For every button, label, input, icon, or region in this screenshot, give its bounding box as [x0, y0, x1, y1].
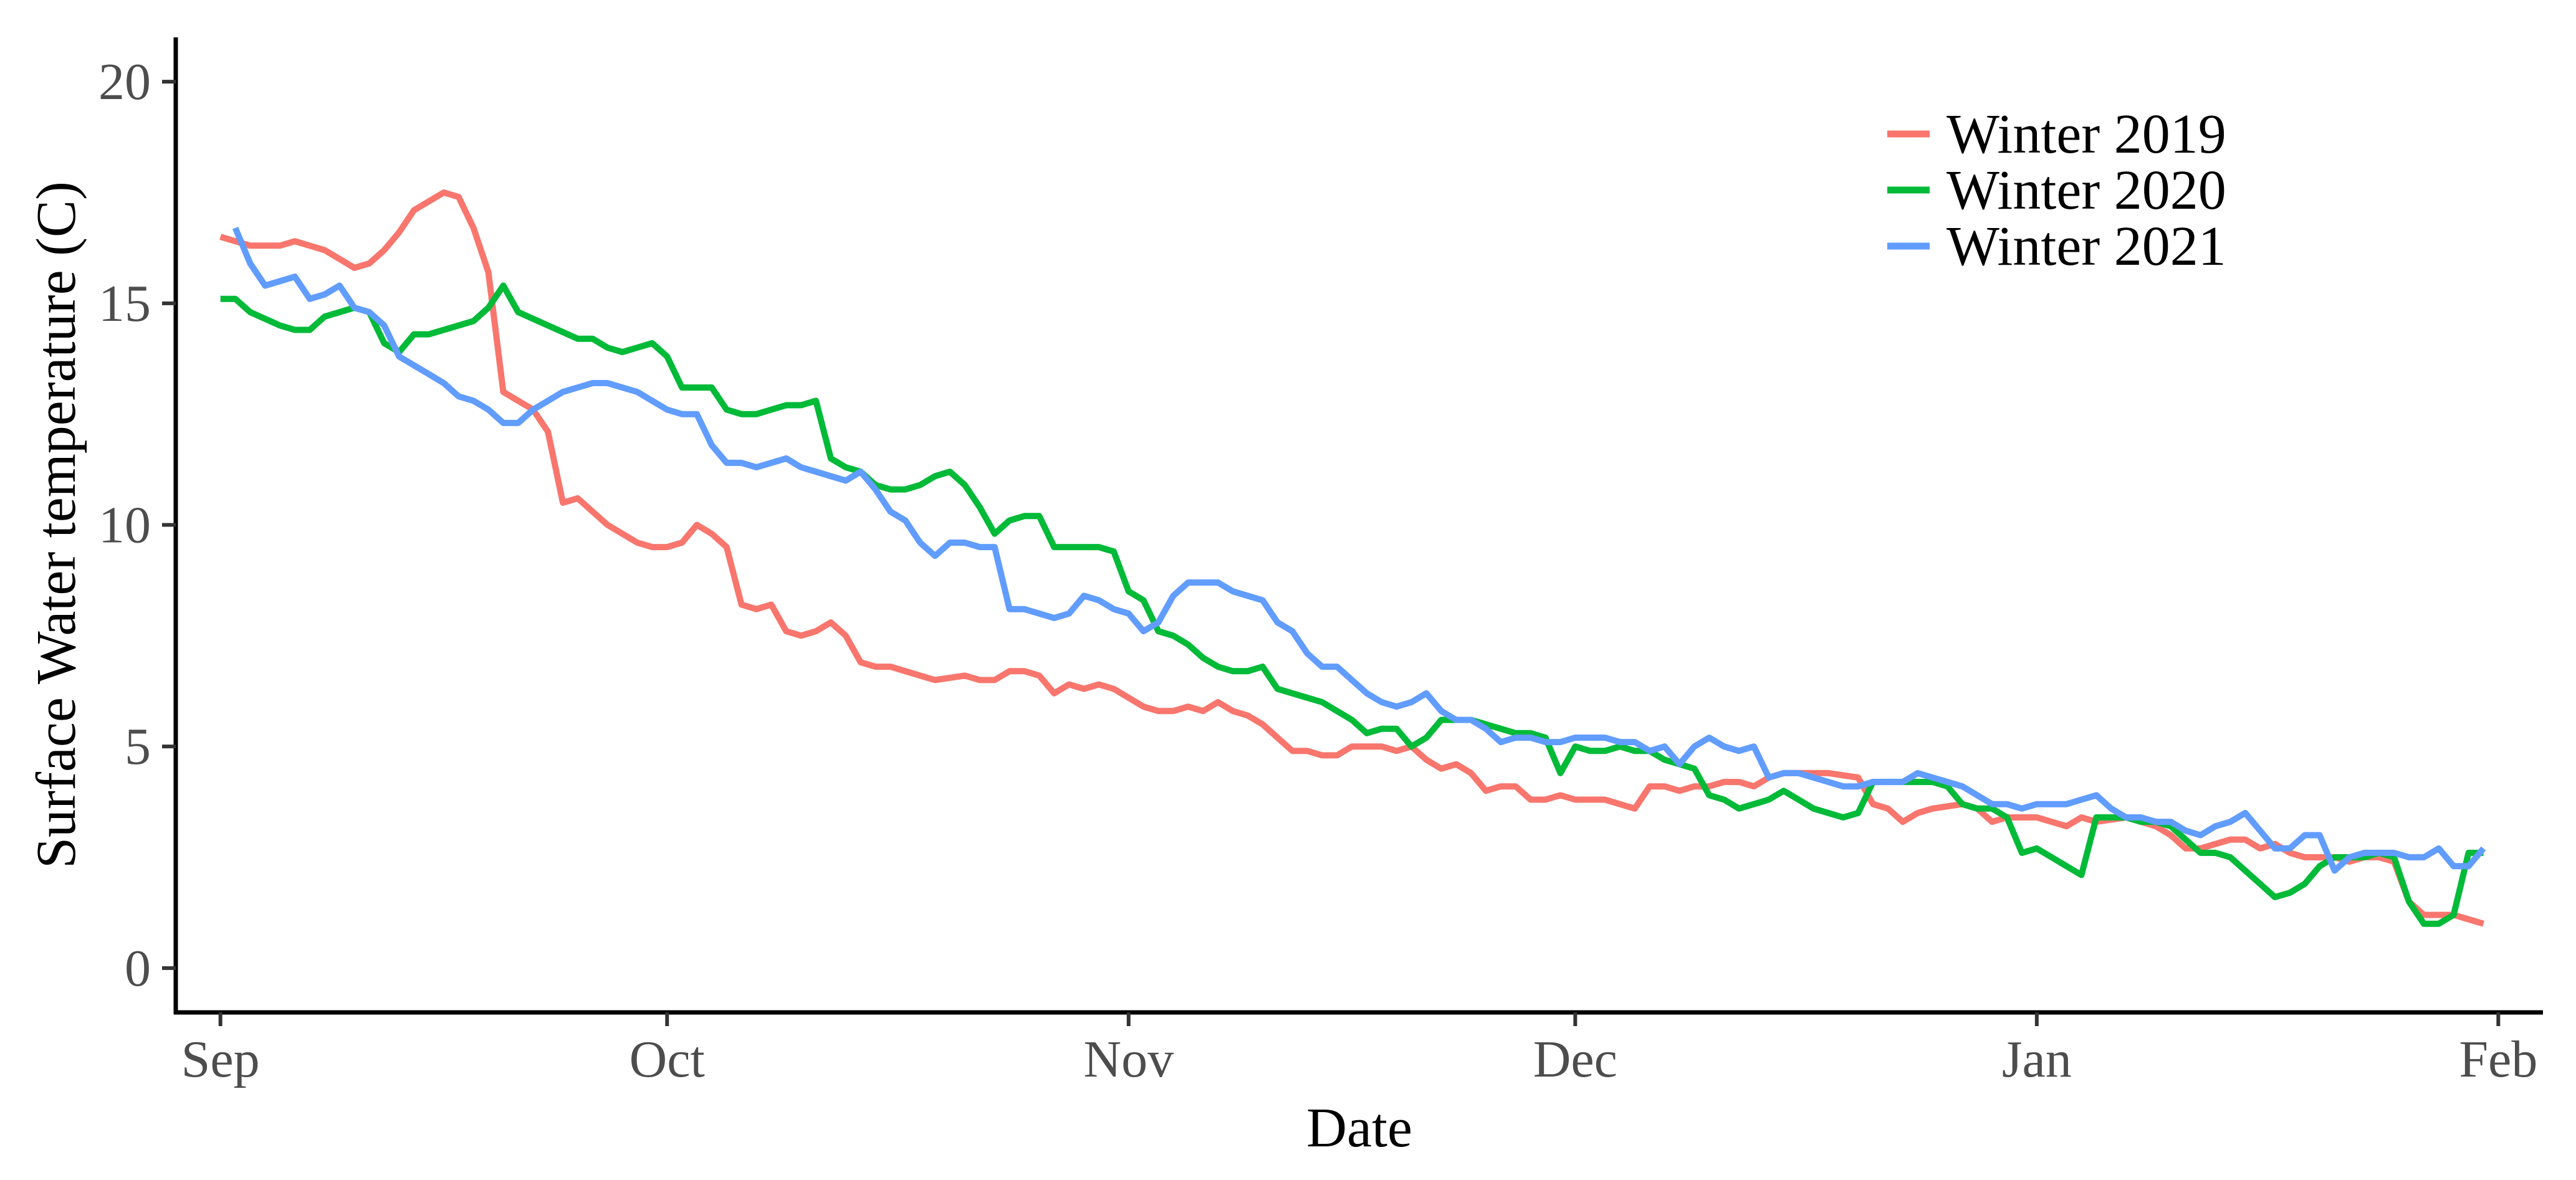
y-tick-label: 15	[98, 275, 151, 333]
legend-label: Winter 2020	[1946, 159, 2226, 221]
x-tick-label: Jan	[2002, 1030, 2072, 1088]
series-line	[232, 226, 2486, 874]
y-axis-title: Surface Water temperature (C)	[26, 181, 87, 868]
x-tick-label: Oct	[630, 1030, 705, 1088]
series-line	[219, 189, 2484, 927]
x-tick-label: Feb	[2459, 1030, 2537, 1088]
y-tick-label: 0	[125, 940, 151, 997]
series-line	[220, 282, 2484, 927]
legend-label: Winter 2019	[1946, 103, 2226, 165]
y-tick-label: 5	[125, 718, 151, 776]
y-axis-ticks: 0 5 10 15 20	[98, 53, 176, 997]
x-axis-ticks: Sep Oct Nov Dec Jan Feb	[181, 1012, 2537, 1088]
x-tick-label: Dec	[1533, 1030, 1617, 1088]
x-tick-label: Sep	[181, 1030, 260, 1088]
x-axis-title: Date	[1306, 1097, 1412, 1159]
series-lines	[219, 189, 2486, 927]
y-tick-label: 20	[98, 53, 151, 111]
legend-label: Winter 2021	[1946, 216, 2226, 277]
x-tick-label: Nov	[1083, 1030, 1174, 1088]
y-tick-label: 10	[98, 497, 151, 554]
